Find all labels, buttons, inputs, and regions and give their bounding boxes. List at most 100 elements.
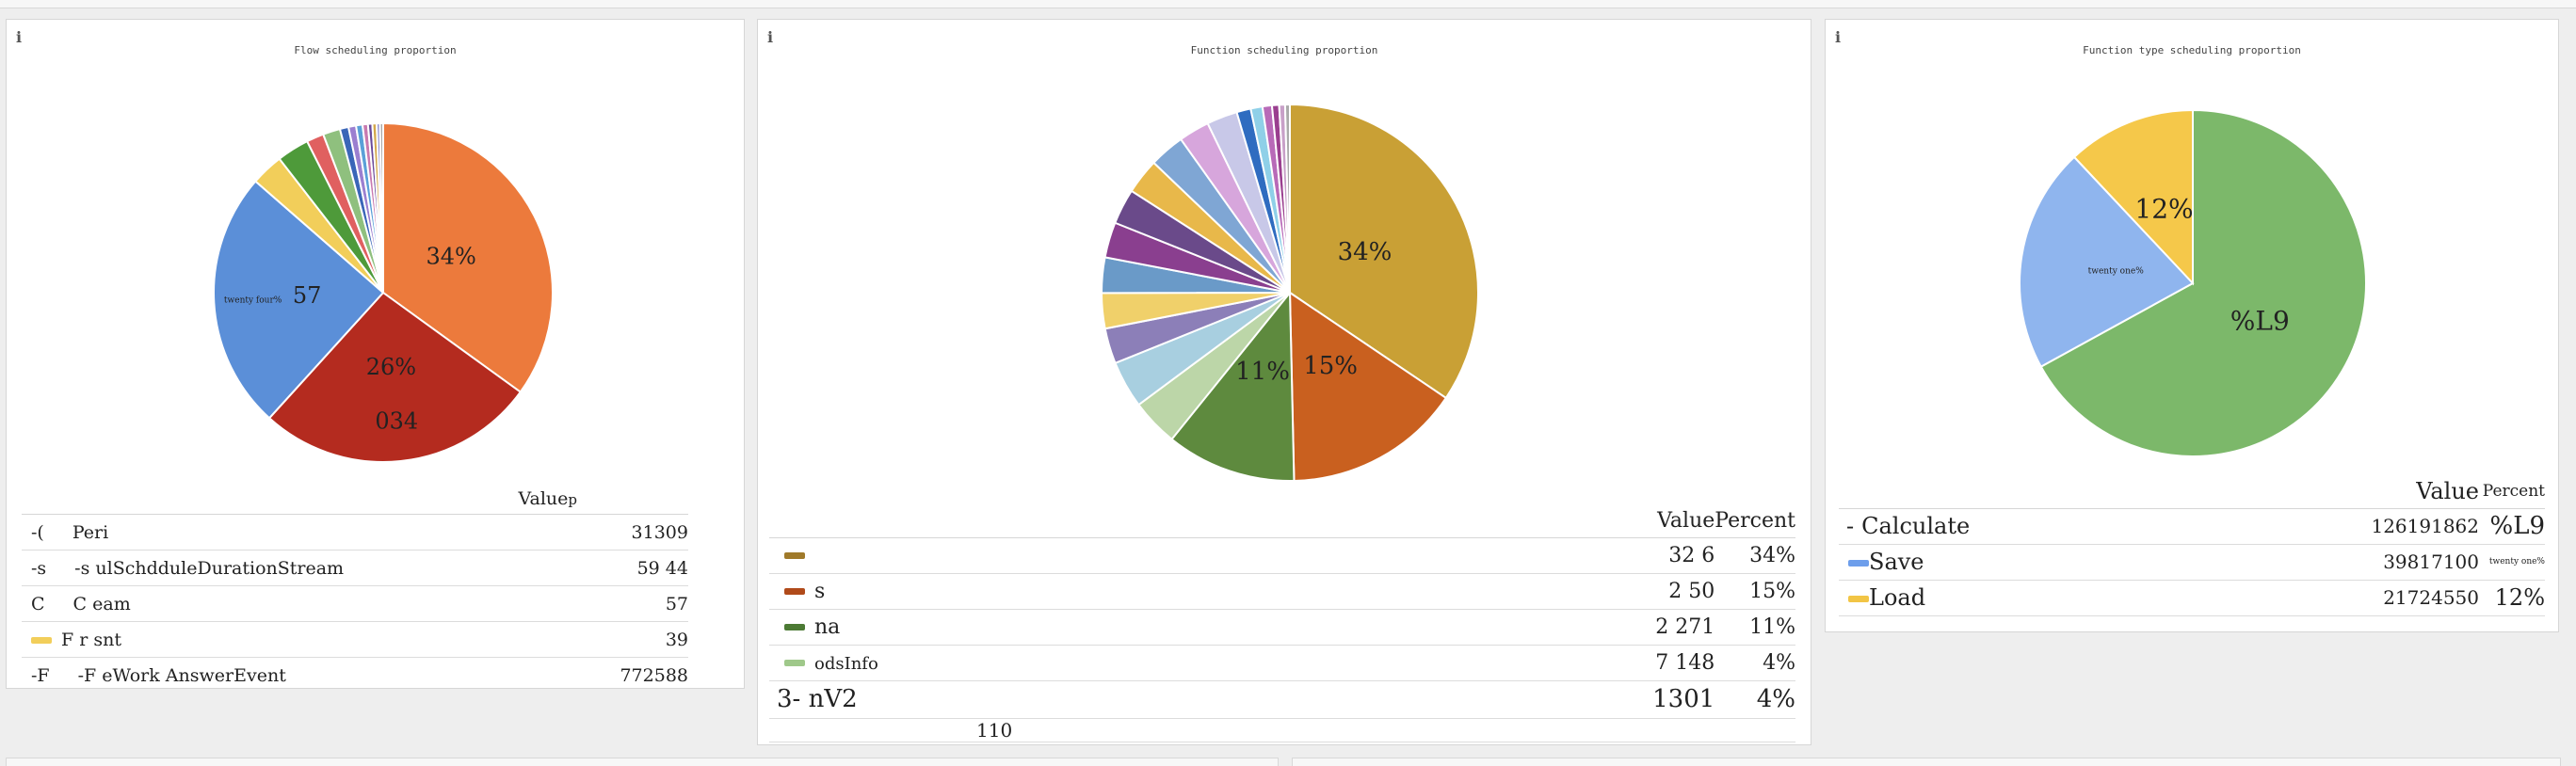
row-percent: 11% (1715, 609, 1795, 646)
row-marker: -( (31, 521, 44, 543)
value-header: Valuep (22, 486, 577, 515)
row-value: 7 148 (1602, 645, 1715, 681)
pie-slice[interactable] (382, 121, 554, 394)
row-value: 39817100 (2366, 544, 2479, 581)
pie-slice[interactable] (1170, 290, 1296, 482)
table-row[interactable]: -F -F eWork AnswerEvent 772588 (22, 657, 688, 688)
row-name: Save (1869, 549, 1924, 575)
pie-slice[interactable] (2072, 108, 2194, 286)
function-type-table: Value Percent - Calculate 126191862 %L9 S… (1839, 476, 2545, 616)
row-name: 3- nV2 (777, 685, 858, 713)
pie-slice-label: 15% (1303, 352, 1358, 380)
table-row[interactable]: odsInfo 7 148 4% (769, 645, 1795, 681)
row-value: 57 (577, 585, 688, 622)
legend-swatch (1848, 596, 1869, 602)
row-name: Calculate (1861, 513, 1971, 539)
row-name: C eam (72, 593, 131, 614)
pie-slice[interactable] (1288, 291, 1448, 482)
row-name: F r snt (61, 629, 121, 650)
function-type-pie-chart: %L9 twenty one% 12% (2019, 108, 2367, 457)
top-strip (0, 0, 2576, 8)
panel-title: Function scheduling proportion (1190, 44, 1378, 56)
row-name: na (814, 614, 841, 639)
legend-swatch (784, 552, 805, 559)
table-row[interactable]: na 2 271 11% (769, 609, 1795, 646)
pie-slice-label: twenty one% (2088, 267, 2145, 277)
pie-slice[interactable] (267, 291, 523, 463)
row-name: -s ulSchdduleDurationStream (74, 557, 345, 579)
value-header: Value (2366, 476, 2479, 509)
table-row[interactable]: 32 6 34% (769, 537, 1795, 574)
row-marker: -F (31, 664, 50, 686)
row-percent: 15% (1715, 573, 1795, 610)
flow-scheduling-panel: i Flow scheduling proportion 34% 26% 034 57… (6, 19, 745, 689)
table-row[interactable]: 110 (769, 718, 1795, 742)
pie-slice-label: 57 (293, 282, 322, 309)
row-value: 59 44 (577, 550, 688, 586)
table-row[interactable]: Save 39817100 twenty one% (1839, 544, 2545, 581)
flow-table: Valuep -( Peri 31309 -s -s ulSchdduleDurat… (22, 486, 688, 688)
pie-slice[interactable] (1283, 103, 1291, 294)
table-row[interactable]: F r snt 39 (22, 621, 688, 658)
table-row[interactable]: - Calculate 126191862 %L9 (1839, 508, 2545, 545)
row-prefix: - (1846, 513, 1855, 539)
table-header: Value Percent (769, 507, 1795, 538)
table-row[interactable]: -s -s ulSchdduleDurationStream 59 44 (22, 550, 688, 586)
info-icon[interactable]: i (1835, 28, 1842, 46)
bottom-panel-edge-right (1292, 758, 2561, 766)
pie-slice-label: 034 (375, 407, 418, 434)
row-value: 31309 (577, 514, 688, 551)
pie-slice[interactable] (378, 121, 384, 294)
panel-title: Flow scheduling proportion (294, 44, 457, 56)
table-row[interactable]: s 2 50 15% (769, 573, 1795, 610)
row-percent: twenty one% (2479, 544, 2545, 581)
value-header: Value (1602, 507, 1715, 538)
pie-slice-label: 34% (426, 244, 475, 270)
row-value: 126191862 (2366, 508, 2479, 545)
row-percent: 12% (2479, 580, 2545, 616)
row-marker: -s (31, 557, 47, 579)
pie-slice[interactable] (1289, 103, 1479, 400)
legend-swatch (784, 624, 805, 630)
pie-slice-label: 11% (1235, 358, 1290, 386)
table-row[interactable]: 3- nV2 1301 4% (769, 680, 1795, 719)
row-name: Load (1869, 584, 1926, 611)
row-value: 1301 (1602, 680, 1715, 719)
pie-slice[interactable] (213, 180, 385, 420)
row-value: 32 6 (1602, 537, 1715, 574)
table-header: Value Percent (1839, 476, 2545, 509)
row-name: -F eWork AnswerEvent (77, 664, 286, 686)
info-icon[interactable]: i (767, 28, 774, 46)
legend-swatch (784, 588, 805, 595)
row-value: 2 271 (1602, 609, 1715, 646)
panel-title: Function type scheduling proportion (2083, 44, 2301, 56)
pie-slice-label: twenty four% (224, 296, 282, 306)
row-name: s (814, 579, 826, 603)
pie-slice[interactable] (2019, 155, 2195, 369)
row-percent: %L9 (2479, 508, 2545, 545)
bottom-panel-edge-left (6, 758, 1279, 766)
function-scheduling-panel: i Function scheduling proportion 34% 15% 1… (757, 19, 1811, 745)
legend-swatch (31, 637, 52, 644)
row-percent: 4% (1715, 645, 1795, 681)
row-value: 772588 (577, 657, 688, 688)
pie-slice[interactable] (2039, 108, 2367, 457)
legend-swatch (784, 660, 805, 666)
row-value: 39 (577, 621, 688, 658)
row-percent (1715, 718, 1795, 742)
table-header: Valuep (22, 486, 688, 515)
legend-swatch (1848, 560, 1869, 567)
function-pie-chart: 34% 15% 11% (1100, 103, 1479, 482)
table-row[interactable]: C C eam 57 (22, 585, 688, 622)
percent-header: Percent (2479, 476, 2545, 509)
row-name: Peri (72, 521, 109, 543)
row-percent: 34% (1715, 537, 1795, 574)
table-row[interactable]: -( Peri 31309 (22, 514, 688, 551)
info-icon[interactable]: i (16, 28, 23, 46)
pie-slice-label: 12% (2134, 194, 2193, 225)
table-row[interactable]: Load 21724550 12% (1839, 580, 2545, 616)
row-name: odsInfo (814, 653, 878, 674)
row-name: 110 (976, 718, 1013, 742)
pie-slice-label: 34% (1338, 238, 1393, 266)
pie-slice-label: %L9 (2230, 306, 2290, 337)
